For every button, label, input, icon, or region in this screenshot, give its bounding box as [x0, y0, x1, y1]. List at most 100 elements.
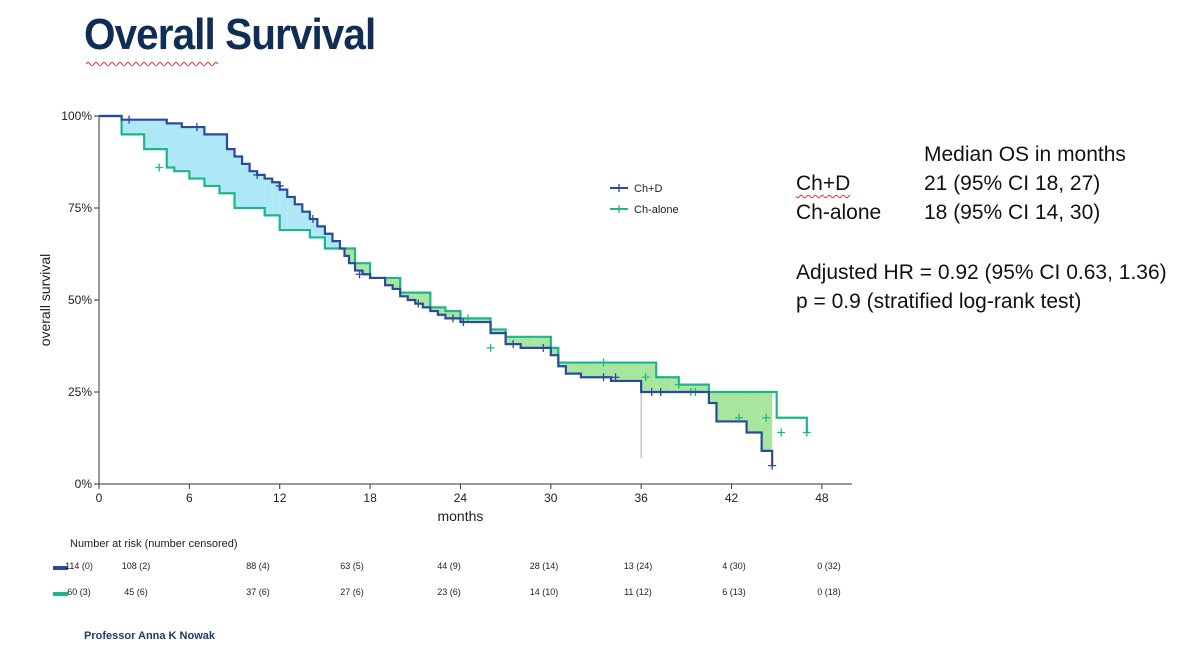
stats-hazard-ratio: Adjusted HR = 0.92 (95% CI 0.63, 1.36) — [796, 261, 1167, 284]
fill-ch-d-ahead — [181, 127, 190, 172]
fill-ch-d-ahead — [257, 174, 265, 208]
censor-mark-ch-alone — [802, 428, 811, 437]
censor-mark-ch-d — [656, 388, 665, 396]
stats-label-ch-alone: Ch-alone — [796, 201, 882, 224]
fill-ch-alone-ahead — [355, 263, 363, 271]
censor-mark-ch-alone — [599, 358, 608, 367]
y-tick-label: 0% — [75, 477, 93, 491]
stats-header: Median OS in months — [924, 143, 1126, 166]
x-tick-label: 0 — [96, 491, 103, 505]
fill-ch-alone-ahead — [678, 384, 702, 392]
fill-ch-alone-ahead — [362, 263, 371, 275]
spellcheck-underline — [86, 62, 219, 66]
censor-mark-ch-d — [599, 373, 608, 382]
censor-mark-ch-d — [768, 461, 777, 470]
censor-mark-ch-alone — [486, 343, 495, 352]
x-tick-label: 6 — [186, 491, 193, 505]
legend-label-ch-alone: Ch-alone — [634, 204, 679, 216]
fill-ch-alone-ahead — [415, 292, 423, 304]
stats-value-ch-alone: 18 (95% CI 14, 30) — [924, 201, 1101, 224]
fill-ch-alone-ahead — [558, 362, 566, 367]
censor-mark-ch-alone — [674, 380, 683, 389]
presenter-name: Professor Anna K Nowak — [84, 630, 216, 642]
y-tick-label: 100% — [61, 109, 92, 123]
slide-title: Overall Survival — [84, 10, 376, 59]
fill-ch-alone-ahead — [535, 336, 551, 348]
fill-ch-alone-ahead — [348, 248, 356, 264]
fill-ch-d-ahead — [272, 182, 280, 216]
fill-ch-d-ahead — [287, 196, 295, 231]
fill-ch-alone-ahead — [344, 248, 349, 256]
censor-mark-ch-d — [414, 299, 423, 308]
censor-mark-ch-alone — [155, 163, 164, 172]
fill-ch-alone-ahead — [761, 392, 773, 451]
censor-mark-ch-d — [539, 343, 548, 352]
fill-ch-alone-ahead — [701, 384, 709, 392]
fill-ch-d-ahead — [264, 178, 273, 216]
censor-mark-ch-d — [125, 115, 134, 124]
censor-mark-ch-alone — [762, 413, 771, 422]
censor-mark-ch-alone — [641, 373, 650, 382]
censor-mark-ch-d — [448, 314, 457, 323]
fill-ch-d-ahead — [317, 226, 325, 238]
censor-mark-ch-d — [192, 123, 201, 132]
y-tick-label: 75% — [68, 201, 92, 215]
fill-ch-alone-ahead — [385, 277, 393, 286]
difference-fills — [121, 119, 773, 451]
fill-ch-d-ahead — [121, 119, 145, 135]
chart-series — [99, 114, 811, 470]
censor-mark-ch-d — [275, 181, 284, 190]
x-tick-label: 42 — [725, 491, 739, 505]
fill-ch-d-ahead — [234, 156, 243, 208]
fill-ch-d-ahead — [279, 189, 288, 231]
censor-mark-ch-alone — [777, 428, 786, 437]
fill-ch-alone-ahead — [520, 336, 536, 348]
censor-mark-ch-d — [509, 340, 518, 349]
fill-ch-d-ahead — [174, 123, 182, 172]
x-tick-label: 24 — [454, 491, 468, 505]
censor-mark-ch-d — [355, 270, 364, 279]
fill-ch-d-ahead — [166, 123, 175, 168]
x-tick-label: 30 — [544, 491, 558, 505]
fill-ch-d-ahead — [219, 134, 228, 194]
fill-ch-d-ahead — [294, 204, 303, 231]
stats-p-value: p = 0.9 (stratified log-rank test) — [796, 290, 1082, 313]
legend-label-ch-d: Ch+D — [634, 183, 662, 195]
censor-mark-ch-d — [253, 170, 262, 179]
fill-ch-alone-ahead — [716, 392, 747, 422]
fill-ch-alone-ahead — [580, 362, 612, 378]
censor-mark-ch-d — [459, 318, 468, 327]
censor-mark-ch-d — [647, 388, 656, 396]
y-tick-label: 25% — [68, 385, 92, 399]
y-axis-label: overall survival — [37, 254, 53, 347]
fill-ch-d-ahead — [242, 163, 250, 208]
fill-ch-alone-ahead — [422, 292, 431, 308]
fill-ch-alone-ahead — [437, 307, 446, 315]
stats-value-ch-d: 21 (95% CI 18, 27) — [924, 172, 1101, 195]
stats-label-ch-d: Ch+D — [796, 172, 851, 195]
fill-ch-d-ahead — [309, 219, 318, 238]
fill-ch-alone-ahead — [460, 318, 491, 323]
fill-ch-alone-ahead — [400, 292, 408, 297]
fill-ch-d-ahead — [204, 134, 220, 186]
censor-mark-ch-d — [611, 373, 620, 382]
fill-ch-alone-ahead — [611, 362, 642, 381]
x-tick-label: 48 — [815, 491, 829, 505]
fill-ch-d-ahead — [249, 171, 258, 208]
censor-mark-ch-d — [308, 215, 317, 224]
fill-ch-d-ahead — [332, 241, 340, 249]
chart-legend: Ch+D Ch-alone — [610, 183, 679, 216]
fill-ch-alone-ahead — [430, 307, 438, 312]
chart-axes: 0% 25% 50% 75% 100% 0 6 12 18 24 30 36 42 48 months ove… — [37, 109, 852, 524]
fill-ch-d-ahead — [324, 233, 333, 249]
fill-ch-d-ahead — [227, 149, 235, 194]
fill-ch-alone-ahead — [490, 329, 506, 334]
fill-ch-d-ahead — [189, 127, 205, 179]
x-tick-label: 36 — [634, 491, 648, 505]
fill-ch-alone-ahead — [565, 362, 581, 374]
x-axis-label: months — [437, 508, 483, 524]
x-tick-label: 18 — [363, 491, 377, 505]
fill-ch-alone-ahead — [550, 347, 559, 356]
fill-ch-d-ahead — [144, 119, 167, 150]
fill-ch-alone-ahead — [407, 292, 416, 300]
